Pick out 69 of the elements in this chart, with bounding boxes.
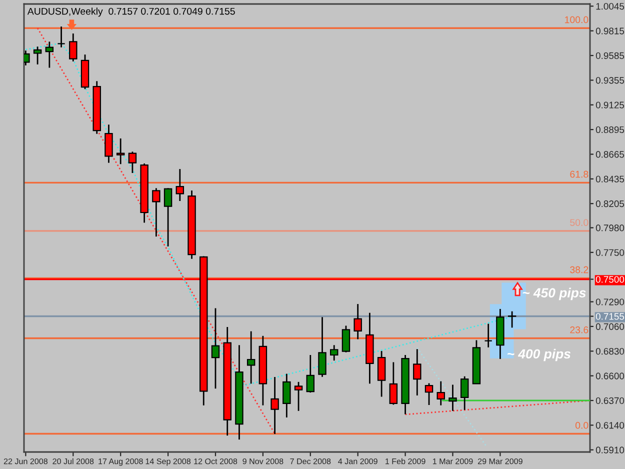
- candlestick: [104, 124, 113, 164]
- chart-title: AUDUSD,Weekly 0.7157 0.7201 0.7049 0.7155: [27, 8, 235, 17]
- y-tick-label: 0.7290: [596, 298, 624, 306]
- candlestick: [69, 32, 78, 62]
- annotation: ~ 400 pips: [508, 348, 571, 362]
- candlestick: [116, 138, 125, 165]
- x-tick-label: 29 Mar 2009: [478, 458, 522, 464]
- candlestick: [45, 40, 54, 68]
- candlestick: [377, 350, 386, 398]
- candlestick: [318, 316, 326, 378]
- candlestick: [436, 380, 445, 406]
- x-tick-label: 1 Feb 2009: [386, 458, 426, 464]
- x-tick-label: 22 Jun 2008: [4, 458, 48, 464]
- y-tick-label: 0.5910: [596, 446, 624, 454]
- candlestick: [128, 150, 137, 174]
- candlestick: [270, 376, 279, 435]
- candlestick: [508, 310, 516, 328]
- candlestick: [176, 168, 184, 202]
- annotation: 38.2: [570, 266, 588, 274]
- x-tick-label: 1 Mar 2009: [432, 458, 473, 464]
- candlestick: [484, 323, 492, 348]
- y-tick-label: 0.9125: [596, 102, 624, 108]
- candlestick: [424, 382, 434, 406]
- candlestick: [164, 187, 172, 248]
- annotation: 50.0: [570, 219, 588, 226]
- y-tick-label: 0.7060: [596, 323, 624, 330]
- y-tick-label: 0.7500: [596, 276, 624, 283]
- y-tick-label: 1.0045: [596, 2, 624, 10]
- y-tick-label: 0.6140: [596, 422, 624, 429]
- y-tick-label: 0.9815: [596, 28, 624, 34]
- y-tick-label: 0.8665: [596, 151, 624, 158]
- y-tick-label: 0.7750: [596, 249, 624, 256]
- candlestick: [282, 373, 291, 418]
- x-tick-label: 14 Sep 2008: [146, 458, 191, 466]
- x-tick-label: 20 Jul 2008: [52, 458, 94, 464]
- annotation: 0.0: [575, 422, 588, 429]
- candlestick: [57, 26, 66, 48]
- candlestick: [246, 330, 256, 384]
- annotation: 23.6: [570, 326, 588, 334]
- annotation: ~ 450 pips: [522, 288, 586, 300]
- candlestick: [460, 376, 469, 411]
- candlestick: [342, 325, 350, 354]
- x-tick-label: 9 Nov 2008: [242, 458, 284, 464]
- y-tick-label: 0.8435: [596, 176, 624, 182]
- y-tick-label: 0.9355: [596, 77, 624, 84]
- candlestick: [354, 303, 362, 340]
- candlestick: [294, 381, 303, 412]
- y-tick-label: 0.9585: [596, 52, 624, 60]
- annotation: 100.0: [565, 16, 588, 24]
- y-tick-label: 0.8895: [596, 126, 624, 134]
- x-tick-label: 4 Jan 2009: [338, 458, 378, 464]
- candlestick: [389, 361, 398, 406]
- candlestick: [211, 308, 220, 390]
- x-tick-label: 12 Oct 2008: [194, 458, 238, 464]
- candlestick: [306, 354, 315, 394]
- candlestick: [152, 187, 160, 238]
- candlestick: [448, 384, 457, 412]
- y-tick-label: 0.7155: [596, 313, 624, 320]
- candlestick: [413, 348, 422, 396]
- x-tick-label: 7 Dec 2008: [290, 458, 331, 464]
- y-tick-label: 0.6370: [596, 397, 624, 404]
- y-tick-label: 0.6600: [596, 372, 624, 380]
- y-tick-label: 0.7980: [596, 224, 624, 232]
- y-tick-label: 0.6830: [596, 348, 624, 355]
- annotation: 61.8: [570, 170, 588, 178]
- candlestick: [330, 344, 338, 362]
- candlestick: [33, 46, 42, 66]
- y-tick-label: 0.8205: [596, 200, 624, 208]
- x-tick-label: 17 Aug 2008: [98, 458, 143, 466]
